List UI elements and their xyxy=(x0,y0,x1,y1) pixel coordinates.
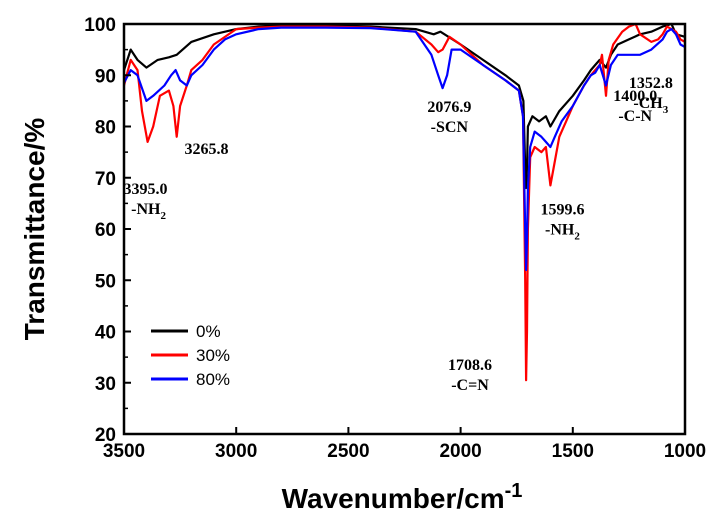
y-tick-label: 40 xyxy=(95,323,116,344)
annotation-wavenumber-4: 1599.6 xyxy=(540,201,584,218)
y-tick-label: 80 xyxy=(95,118,116,139)
x-tick-label: 2000 xyxy=(439,441,481,462)
annotation-wavenumber-3: 1708.6 xyxy=(448,357,492,374)
x-tick-label: 1000 xyxy=(664,441,706,462)
ticks-layer: 3500 3000 2500 2000 1500 1000 20 30 40 50 60 70 80 90… xyxy=(84,15,706,462)
y-tick-label: 60 xyxy=(95,220,116,241)
annotation-group-4: -NH2 xyxy=(545,221,580,242)
x-tick-label: 2500 xyxy=(327,441,369,462)
annotation-wavenumber-5: 1400.0 xyxy=(613,88,657,105)
annotation-wavenumber-1: 3265.8 xyxy=(185,141,229,158)
y-tick-label: 30 xyxy=(95,374,116,395)
y-tick-label: 50 xyxy=(95,271,116,292)
legend-label-2: 80% xyxy=(196,370,230,389)
y-tick-label: 20 xyxy=(95,425,116,446)
annotation-group-5: -C-N xyxy=(618,108,652,125)
annotation-group-6: -CH3 xyxy=(633,95,668,116)
annotation-wavenumber-6: 1352.8 xyxy=(629,75,673,92)
y-tick-label: 100 xyxy=(84,15,116,36)
legend-label-0: 0% xyxy=(196,322,221,341)
y-tick-label: 90 xyxy=(95,66,116,87)
annotations-layer: 3395.0 -NH2 3265.8 2076.9 -SCN 1708.6 -C=N 1599… xyxy=(124,75,673,394)
annotation-group-0: -NH2 xyxy=(131,201,166,222)
x-tick-label: 3500 xyxy=(103,441,145,462)
legend: 0% 30% 80% xyxy=(151,322,230,389)
series-line-0 xyxy=(122,22,686,190)
x-axis-title-exponent: -1 xyxy=(505,480,523,502)
x-tick-label: 3000 xyxy=(215,441,257,462)
x-axis-title-main: Wavenumber/cm xyxy=(282,483,505,514)
series-line-2 xyxy=(123,26,686,272)
x-tick-label: 1500 xyxy=(552,441,594,462)
annotation-group-2: -SCN xyxy=(431,119,469,136)
annotation-wavenumber-2: 2076.9 xyxy=(427,99,471,116)
annotation-group-3: -C=N xyxy=(451,377,489,394)
y-tick-label: 70 xyxy=(95,169,116,190)
annotation-wavenumber-0: 3395.0 xyxy=(124,181,168,198)
y-axis-title: Transmittance/% xyxy=(19,118,50,341)
legend-label-1: 30% xyxy=(196,346,230,365)
x-axis-title: Wavenumber/cm-1 xyxy=(282,480,523,514)
series-layer xyxy=(122,22,686,382)
series-line-1 xyxy=(122,22,686,382)
